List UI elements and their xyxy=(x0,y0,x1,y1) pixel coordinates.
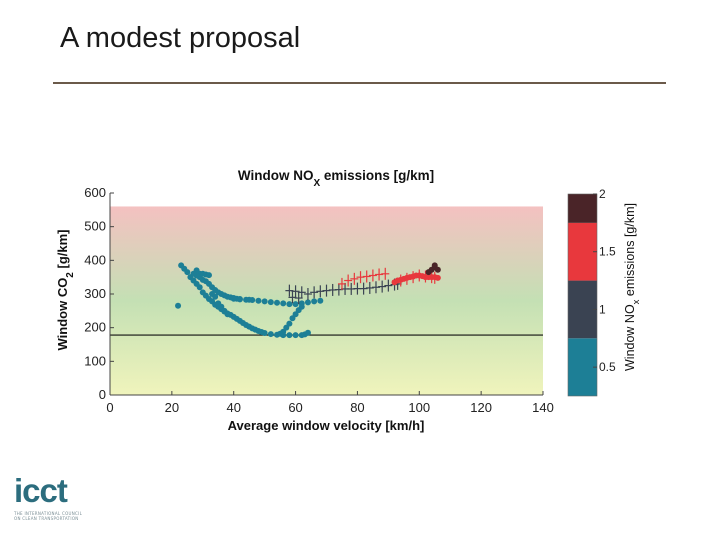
data-point xyxy=(230,295,237,302)
data-point xyxy=(267,331,274,338)
data-point xyxy=(196,284,203,291)
data-point xyxy=(215,300,222,307)
y-tick-label: 300 xyxy=(84,286,106,301)
colorbar-label-sub: x xyxy=(631,299,642,304)
data-point-plus xyxy=(350,272,359,285)
data-point-plus xyxy=(303,288,312,300)
data-point xyxy=(431,262,438,269)
data-point xyxy=(205,272,212,279)
chart-title-sub: X xyxy=(313,178,320,189)
data-point-plus xyxy=(362,270,371,283)
colorbar-frame xyxy=(567,193,598,397)
data-point xyxy=(255,297,262,304)
slide-title: A modest proposal xyxy=(60,22,301,54)
chart-title-main: Window NO xyxy=(238,168,314,183)
data-point xyxy=(175,302,182,309)
colorbar-label-main: Window NO xyxy=(623,304,637,371)
data-point xyxy=(317,297,324,304)
data-point-plus xyxy=(285,284,294,297)
colorbar-bin xyxy=(568,338,597,396)
x-tick-label: 0 xyxy=(106,400,113,415)
y-axis-label-tail: [g/km] xyxy=(55,229,70,272)
x-tick-label: 140 xyxy=(532,400,554,415)
data-point xyxy=(286,332,293,339)
title-divider xyxy=(53,82,666,84)
colorbar-bin xyxy=(568,222,597,281)
data-point-plus xyxy=(359,282,368,295)
y-axis-label-sub: 2 xyxy=(65,272,76,278)
data-point xyxy=(246,296,253,303)
data-point xyxy=(286,301,293,308)
logo-wordmark: icct xyxy=(14,472,68,509)
data-point xyxy=(184,269,191,276)
data-point xyxy=(261,298,268,305)
data-point-plus xyxy=(365,281,374,294)
data-point xyxy=(274,299,281,306)
data-point-plus xyxy=(288,291,297,304)
x-tick-label: 120 xyxy=(470,400,492,415)
data-point-plus xyxy=(310,286,319,299)
data-point xyxy=(190,270,197,277)
logo-tagline-1: THE INTERNATIONAL COUNCIL xyxy=(14,511,83,516)
data-point xyxy=(209,291,216,297)
x-tick-label: 20 xyxy=(165,400,179,415)
data-point xyxy=(434,266,441,273)
y-tick-label: 0 xyxy=(99,387,106,402)
data-point-plus xyxy=(322,284,331,297)
data-point xyxy=(425,269,432,276)
data-point-plus xyxy=(294,292,303,305)
data-point-plus xyxy=(368,269,377,282)
colorbar-tick-label: 1.5 xyxy=(599,245,616,259)
x-tick-label: 100 xyxy=(408,400,430,415)
data-point xyxy=(304,299,311,306)
data-point-plus xyxy=(291,285,300,298)
colorbar-tick-label: 2 xyxy=(599,187,606,201)
data-point-plus xyxy=(356,271,365,284)
colorbar-tick-label: 1 xyxy=(599,302,606,316)
data-point-plus xyxy=(384,279,393,292)
data-point xyxy=(298,303,305,310)
data-point xyxy=(236,296,243,303)
colorbar-tick-label: 0.5 xyxy=(599,360,616,374)
colorbar-bin xyxy=(568,194,597,223)
data-point xyxy=(267,299,274,306)
x-tick-label: 80 xyxy=(350,400,364,415)
logo-tagline-2: ON CLEAN TRANSPORTATION xyxy=(14,516,79,521)
data-point xyxy=(292,332,299,339)
data-point-plus xyxy=(375,268,384,281)
data-point xyxy=(434,274,441,281)
y-axis-label-main: Window CO xyxy=(55,278,70,351)
x-tick-label: 40 xyxy=(226,400,240,415)
data-point-plus xyxy=(371,281,380,294)
data-point-plus xyxy=(381,267,390,280)
y-tick-label: 100 xyxy=(84,353,106,368)
data-point xyxy=(224,311,231,318)
colorbar-label: Window NOx emissions [g/km] xyxy=(623,203,642,371)
data-point-plus xyxy=(316,285,325,298)
plot-background xyxy=(110,206,543,395)
chart-title: Window NOX emissions [g/km] xyxy=(238,168,434,189)
x-axis-label: Average window velocity [km/h] xyxy=(228,418,425,433)
colorbar-label-tail: emissions [g/km] xyxy=(623,203,637,300)
data-point-plus xyxy=(344,274,353,287)
y-axis-label: Window CO2 [g/km] xyxy=(55,229,76,350)
x-tick-label: 60 xyxy=(288,400,302,415)
data-point-plus xyxy=(337,277,346,290)
data-point-plus xyxy=(378,280,387,293)
y-tick-label: 400 xyxy=(84,252,106,267)
y-tick-label: 500 xyxy=(84,219,106,234)
data-point xyxy=(280,300,287,307)
data-point xyxy=(304,329,311,336)
y-tick-label: 200 xyxy=(84,320,106,335)
y-tick-label: 600 xyxy=(84,185,106,200)
data-point xyxy=(277,330,284,337)
chart-title-tail: emissions [g/km] xyxy=(320,168,434,183)
icct-logo: icct THE INTERNATIONAL COUNCIL ON CLEAN … xyxy=(14,474,104,526)
data-point xyxy=(311,298,318,305)
colorbar-bin xyxy=(568,280,597,339)
data-point xyxy=(292,301,299,308)
data-point xyxy=(261,330,268,337)
